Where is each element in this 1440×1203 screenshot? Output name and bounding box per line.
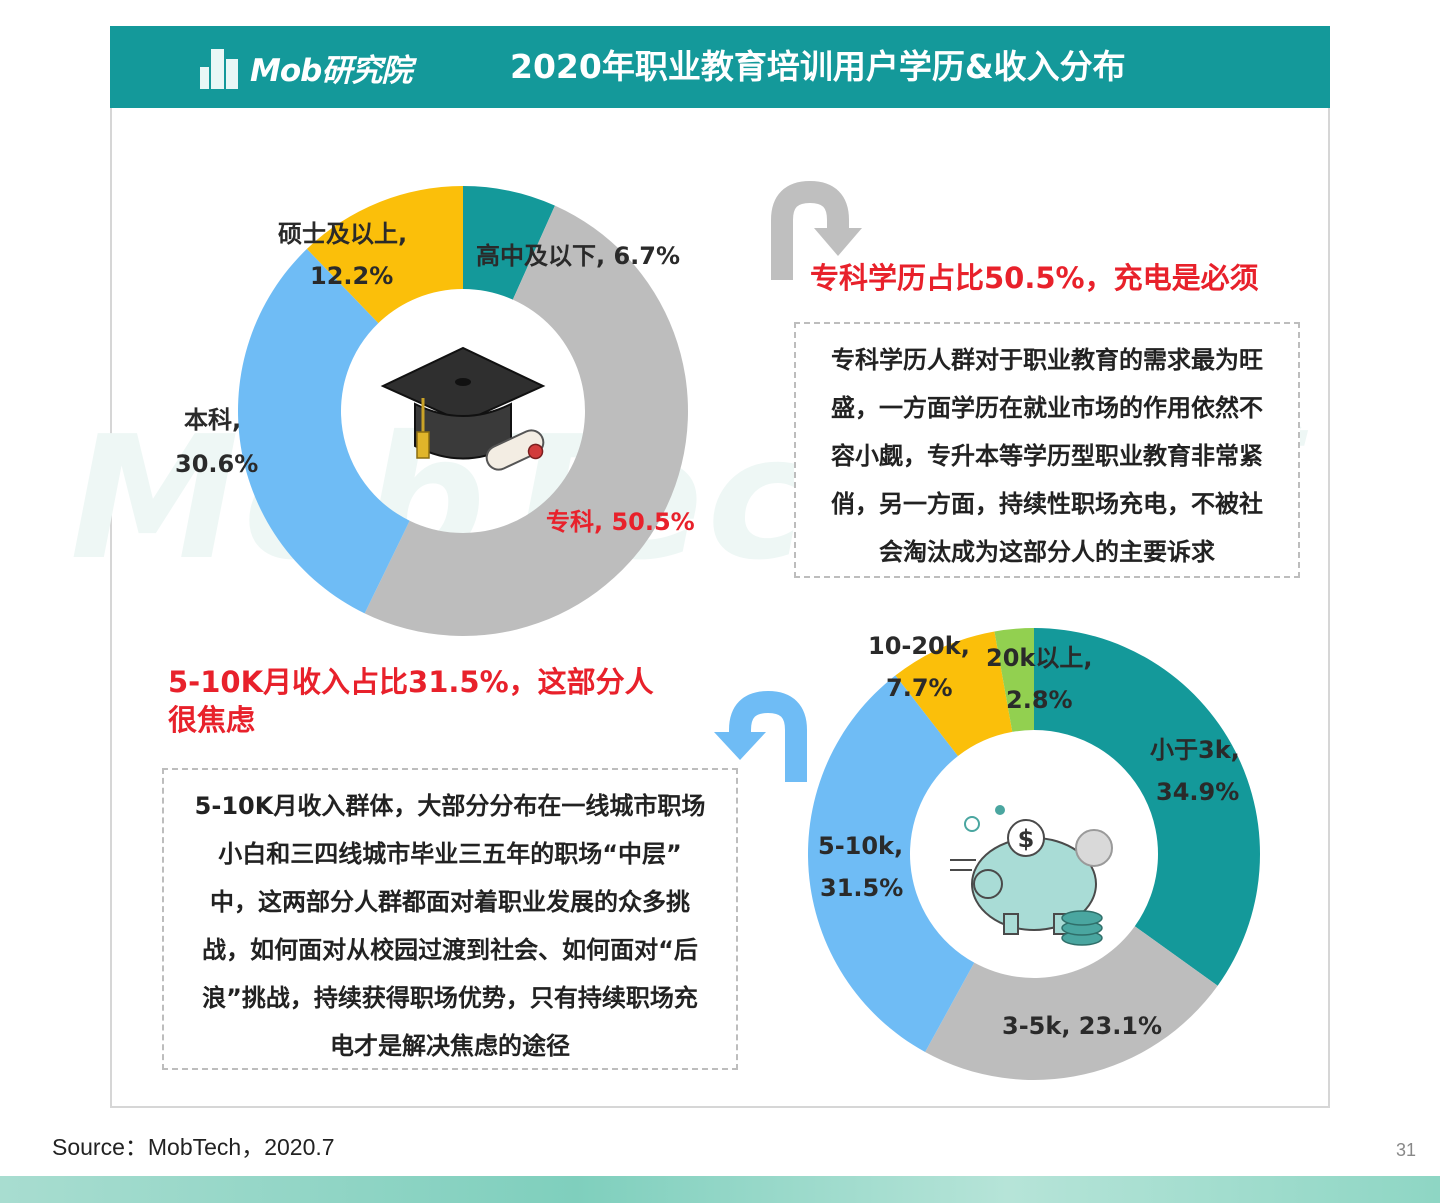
edu-label-high-school: 高中及以下, 6.7% <box>476 242 681 270</box>
footer-band <box>0 1176 1440 1203</box>
income-slice-2 <box>808 675 975 1053</box>
income-label-3-5k: 3-5k, 23.1% <box>1002 1012 1163 1040</box>
svg-text:$: $ <box>1018 825 1035 853</box>
income-label-20k-name: 20k以上, <box>986 644 1093 672</box>
income-insight-line: 浪”挑战，持续获得职场优势，只有持续职场充 <box>202 984 698 1012</box>
page-title: 2020年职业教育培训用户学历&收入分布 <box>510 47 1126 86</box>
income-insight-line: 小白和三四线城市毕业三五年的职场“中层” <box>218 840 682 868</box>
building-logo-icon <box>200 45 244 89</box>
education-slice-2 <box>238 248 410 614</box>
edu-label-master-value: 12.2% <box>310 262 394 290</box>
income-insight-box: 5-10K月收入群体，大部分分布在一线城市职场 小白和三四线城市毕业三五年的职场… <box>162 768 738 1070</box>
education-slice-0 <box>463 186 555 300</box>
logo-text: Mob研究院 <box>250 52 412 89</box>
edu-insight-box: 专科学历人群对于职业教育的需求最为旺 盛，一方面学历在就业市场的作用依然不 容小… <box>794 322 1300 578</box>
header-bar: Mob研究院 2020年职业教育培训用户学历&收入分布 <box>110 26 1330 108</box>
income-label-5-10k-value: 31.5% <box>820 874 904 902</box>
income-label-20k-value: 2.8% <box>1006 686 1073 714</box>
graduation-cap-icon <box>380 346 546 471</box>
income-donut-chart: $ <box>808 628 1260 1080</box>
edu-insight-headline: 专科学历占比50.5%，充电是必须 <box>810 261 1259 295</box>
u-turn-arrow-icon <box>771 180 862 280</box>
income-label-10-20k-name: 10-20k, <box>868 632 970 660</box>
income-slice-4 <box>994 628 1034 732</box>
income-headline-line: 很焦虑 <box>168 702 256 737</box>
income-label-10-20k-value: 7.7% <box>886 674 953 702</box>
edu-insight-line: 盛，一方面学历在就业市场的作用依然不 <box>831 394 1263 422</box>
income-slice-1 <box>925 926 1218 1080</box>
income-insight-line: 战，如何面对从校园过渡到社会、如何面对“后 <box>202 936 698 964</box>
edu-insight-line: 容小觑，专升本等学历型职业教育非常紧 <box>831 442 1263 470</box>
edu-label-bachelor-name: 本科, <box>184 406 242 434</box>
page-number: 31 <box>1396 1140 1417 1160</box>
income-slice-3 <box>895 631 1013 757</box>
income-insight-line: 5-10K月收入群体，大部分分布在一线城市职场 <box>194 792 706 820</box>
edu-insight-line: 俏，另一方面，持续性职场充电，不被社 <box>831 490 1263 518</box>
education-slice-1 <box>364 205 688 636</box>
piggy-bank-icon: $ <box>950 805 1113 946</box>
edu-label-bachelor-value: 30.6% <box>175 450 259 478</box>
source-note: Source：MobTech，2020.7 <box>52 1134 335 1160</box>
income-label-5-10k-name: 5-10k, <box>818 832 904 860</box>
education-donut-chart <box>238 186 688 636</box>
income-headline-line: 5-10K月收入占比31.5%，这部分人 <box>168 665 654 699</box>
education-slice-3 <box>306 186 463 324</box>
edu-insight-line: 会淘汰成为这部分人的主要诉求 <box>879 538 1215 566</box>
edu-label-junior-college: 专科, 50.5% <box>546 508 695 536</box>
income-slice-0 <box>1034 628 1260 986</box>
income-label-lt3k-name: 小于3k, <box>1150 736 1240 764</box>
income-label-lt3k-value: 34.9% <box>1156 778 1240 806</box>
u-turn-arrow-icon <box>714 690 807 782</box>
income-insight-headline: 5-10K月收入占比31.5%，这部分人 很焦虑 <box>168 664 654 739</box>
edu-label-master-name: 硕士及以上, <box>278 220 408 248</box>
logo: Mob研究院 <box>200 40 412 94</box>
income-insight-line: 电才是解决焦虑的途径 <box>330 1032 570 1060</box>
edu-insight-line: 专科学历人群对于职业教育的需求最为旺 <box>831 346 1263 374</box>
income-insight-line: 中，这两部分人群都面对着职业发展的众多挑 <box>210 888 690 916</box>
